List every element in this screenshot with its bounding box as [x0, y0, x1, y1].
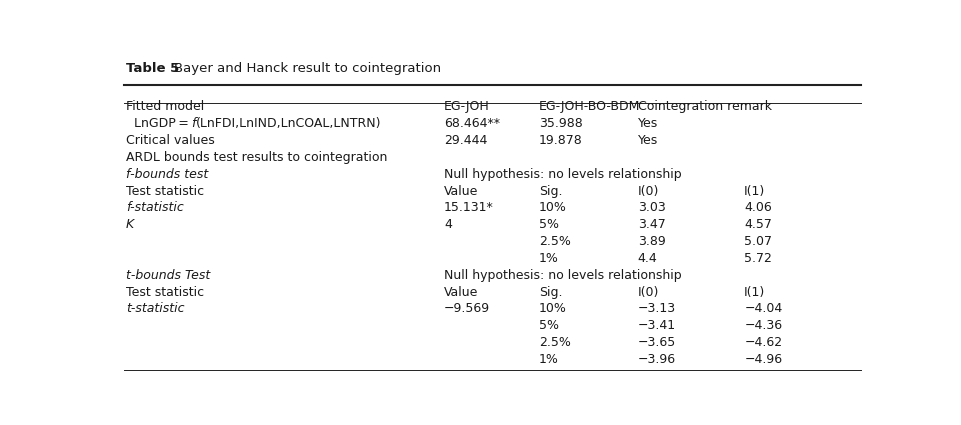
Text: f-bounds test: f-bounds test — [126, 168, 209, 181]
Text: Null hypothesis: no levels relationship: Null hypothesis: no levels relationship — [444, 269, 681, 282]
Text: 68.464**: 68.464** — [444, 117, 500, 130]
Text: −9.569: −9.569 — [444, 302, 490, 315]
Text: 3.03: 3.03 — [638, 201, 666, 214]
Text: 1%: 1% — [539, 353, 558, 366]
Text: (LnFDI,LnIND,LnCOAL,LNTRN): (LnFDI,LnIND,LnCOAL,LNTRN) — [196, 117, 382, 130]
Text: −3.41: −3.41 — [638, 319, 676, 332]
Text: Null hypothesis: no levels relationship: Null hypothesis: no levels relationship — [444, 168, 681, 181]
Text: Bayer and Hanck result to cointegration: Bayer and Hanck result to cointegration — [174, 62, 441, 76]
Text: 35.988: 35.988 — [539, 117, 582, 130]
Text: −4.62: −4.62 — [744, 336, 782, 349]
Text: 2.5%: 2.5% — [539, 336, 571, 349]
Text: −4.36: −4.36 — [744, 319, 782, 332]
Text: LnGDP =: LnGDP = — [126, 117, 191, 130]
Text: ARDL bounds test results to cointegration: ARDL bounds test results to cointegratio… — [126, 151, 387, 164]
Text: −4.96: −4.96 — [744, 353, 782, 366]
Text: 3.47: 3.47 — [638, 218, 666, 231]
Text: Fitted model: Fitted model — [126, 100, 205, 113]
Text: 4: 4 — [444, 218, 452, 231]
Text: I(1): I(1) — [744, 286, 766, 298]
Text: Sig.: Sig. — [539, 286, 562, 298]
Text: I(0): I(0) — [638, 286, 659, 298]
Text: 10%: 10% — [539, 302, 567, 315]
Text: 5.07: 5.07 — [744, 235, 773, 248]
Text: EG-JOH-BO-BDM: EG-JOH-BO-BDM — [539, 100, 640, 113]
Text: 5.72: 5.72 — [744, 252, 772, 265]
Text: 5%: 5% — [539, 218, 558, 231]
Text: Sig.: Sig. — [539, 184, 562, 198]
Text: 4.06: 4.06 — [744, 201, 772, 214]
Text: 10%: 10% — [539, 201, 567, 214]
Text: f-statistic: f-statistic — [126, 201, 184, 214]
Text: 15.131*: 15.131* — [444, 201, 494, 214]
Text: Value: Value — [444, 184, 479, 198]
Text: −3.96: −3.96 — [638, 353, 676, 366]
Text: 4.4: 4.4 — [638, 252, 657, 265]
Text: −3.13: −3.13 — [638, 302, 676, 315]
Text: 19.878: 19.878 — [539, 134, 582, 147]
Text: 4.57: 4.57 — [744, 218, 772, 231]
Text: EG-JOH: EG-JOH — [444, 100, 490, 113]
Text: −3.65: −3.65 — [638, 336, 676, 349]
Text: Table 5: Table 5 — [126, 62, 180, 76]
Text: I(1): I(1) — [744, 184, 766, 198]
Text: Test statistic: Test statistic — [126, 184, 204, 198]
Text: t-statistic: t-statistic — [126, 302, 185, 315]
Text: Value: Value — [444, 286, 479, 298]
Text: Critical values: Critical values — [126, 134, 215, 147]
Text: −4.04: −4.04 — [744, 302, 782, 315]
Text: 29.444: 29.444 — [444, 134, 487, 147]
Text: K: K — [126, 218, 135, 231]
Text: 2.5%: 2.5% — [539, 235, 571, 248]
Text: t-bounds Test: t-bounds Test — [126, 269, 210, 282]
Text: I(0): I(0) — [638, 184, 659, 198]
Text: Yes: Yes — [638, 134, 658, 147]
Text: Test statistic: Test statistic — [126, 286, 204, 298]
Text: f: f — [191, 117, 196, 130]
Text: Yes: Yes — [638, 117, 658, 130]
Text: Cointegration remark: Cointegration remark — [638, 100, 772, 113]
Text: 3.89: 3.89 — [638, 235, 666, 248]
Text: 1%: 1% — [539, 252, 558, 265]
Text: 5%: 5% — [539, 319, 558, 332]
